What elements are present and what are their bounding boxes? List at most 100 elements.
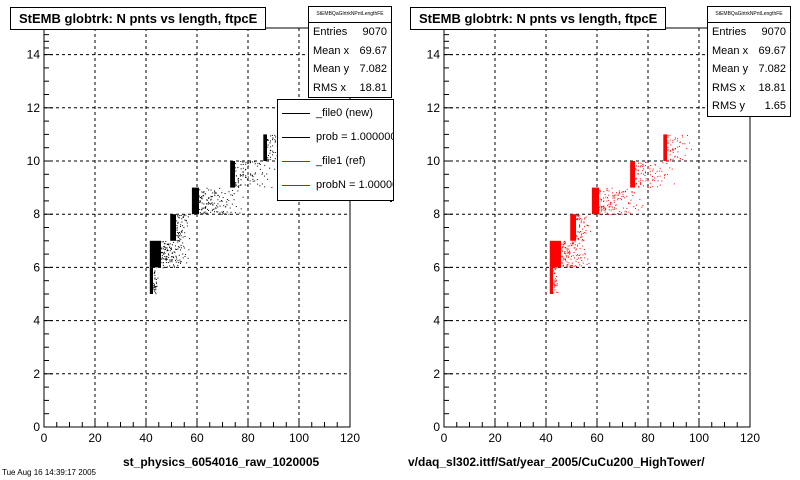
data-point — [176, 220, 178, 222]
data-point — [274, 158, 276, 160]
data-point — [652, 178, 654, 180]
x-tick-label: 60 — [590, 431, 604, 445]
data-point — [606, 188, 608, 190]
data-point — [582, 262, 584, 264]
data-point — [561, 250, 563, 252]
data-point — [684, 160, 686, 162]
data-point — [587, 225, 589, 227]
data-point — [635, 168, 637, 170]
data-point — [583, 222, 585, 224]
data-point — [571, 264, 573, 266]
stats-row: Entries 9070 — [708, 23, 790, 42]
data-point — [681, 134, 683, 136]
data-point — [553, 279, 555, 281]
data-point — [554, 278, 556, 280]
data-point — [584, 252, 586, 254]
data-point — [631, 191, 633, 193]
data-point — [638, 180, 640, 182]
band-core — [149, 267, 153, 294]
band-core — [549, 240, 561, 268]
data-point — [166, 266, 168, 268]
data-point — [167, 249, 169, 251]
data-point — [166, 247, 168, 249]
data-point — [178, 254, 180, 256]
data-point — [179, 259, 181, 261]
data-point — [179, 231, 181, 233]
data-point — [251, 175, 253, 177]
data-point — [608, 205, 610, 207]
data-point — [247, 162, 249, 164]
data-point — [180, 261, 182, 263]
x-tick-label: 60 — [190, 431, 204, 445]
data-point — [172, 264, 174, 266]
data-point — [579, 224, 581, 226]
data-point — [603, 191, 605, 193]
data-point — [177, 265, 179, 267]
data-point — [184, 232, 186, 234]
right-plot-svg: 0 20 40 60 80 100 120 0 2 4 6 8 10 12 14 — [427, 27, 760, 445]
data-point — [574, 244, 576, 246]
data-point — [199, 189, 201, 191]
data-point — [173, 251, 175, 253]
data-point — [237, 166, 239, 168]
data-point — [207, 208, 209, 210]
data-point — [568, 252, 570, 254]
data-point — [264, 164, 266, 166]
data-point — [266, 173, 268, 175]
data-point — [245, 168, 247, 170]
data-point — [582, 254, 584, 256]
data-point — [177, 248, 179, 250]
data-point — [639, 198, 641, 200]
data-point — [555, 275, 557, 277]
data-point — [570, 255, 572, 257]
data-point — [574, 241, 576, 243]
data-point — [679, 141, 681, 143]
data-point — [213, 202, 215, 204]
data-point — [652, 185, 654, 187]
data-point — [673, 183, 675, 185]
footer-timestamp: Tue Aug 16 14:39:17 2005 — [2, 468, 97, 477]
data-point — [569, 250, 571, 252]
data-point — [603, 200, 605, 202]
data-point — [208, 197, 210, 199]
data-point — [561, 247, 563, 249]
data-point — [206, 199, 208, 201]
legend-line-marker — [282, 160, 310, 162]
data-point — [249, 173, 251, 175]
band-core — [230, 161, 235, 188]
stats-row: RMS x 18.81 — [708, 79, 790, 98]
data-point — [261, 183, 263, 185]
data-point — [573, 251, 575, 253]
right-stats-box: StEMBQaGlrtrkNPntLengthFE Entries 9070 Mea… — [707, 6, 791, 117]
y-tick-label: 8 — [433, 207, 440, 221]
data-point — [608, 190, 610, 192]
data-point — [183, 214, 185, 216]
data-point — [162, 258, 164, 260]
data-point — [249, 162, 251, 164]
data-point — [167, 262, 169, 264]
data-point — [177, 241, 179, 243]
data-point — [206, 199, 208, 201]
data-point — [684, 154, 686, 156]
data-point — [571, 244, 573, 246]
data-point — [270, 146, 272, 148]
data-point — [205, 207, 207, 209]
data-point — [199, 197, 201, 199]
data-point — [626, 211, 628, 213]
y-tick-label: 6 — [33, 260, 40, 274]
data-point — [199, 201, 201, 203]
data-point — [216, 205, 218, 207]
data-point — [615, 204, 617, 206]
data-point — [565, 247, 567, 249]
data-point — [221, 200, 223, 202]
data-point — [576, 219, 578, 221]
data-point — [604, 207, 606, 209]
data-point — [183, 215, 185, 217]
data-point — [581, 259, 583, 261]
data-point — [645, 178, 647, 180]
data-point — [633, 206, 635, 208]
data-point — [645, 161, 647, 163]
data-point — [249, 183, 251, 185]
data-point — [615, 213, 617, 215]
data-point — [684, 143, 686, 145]
